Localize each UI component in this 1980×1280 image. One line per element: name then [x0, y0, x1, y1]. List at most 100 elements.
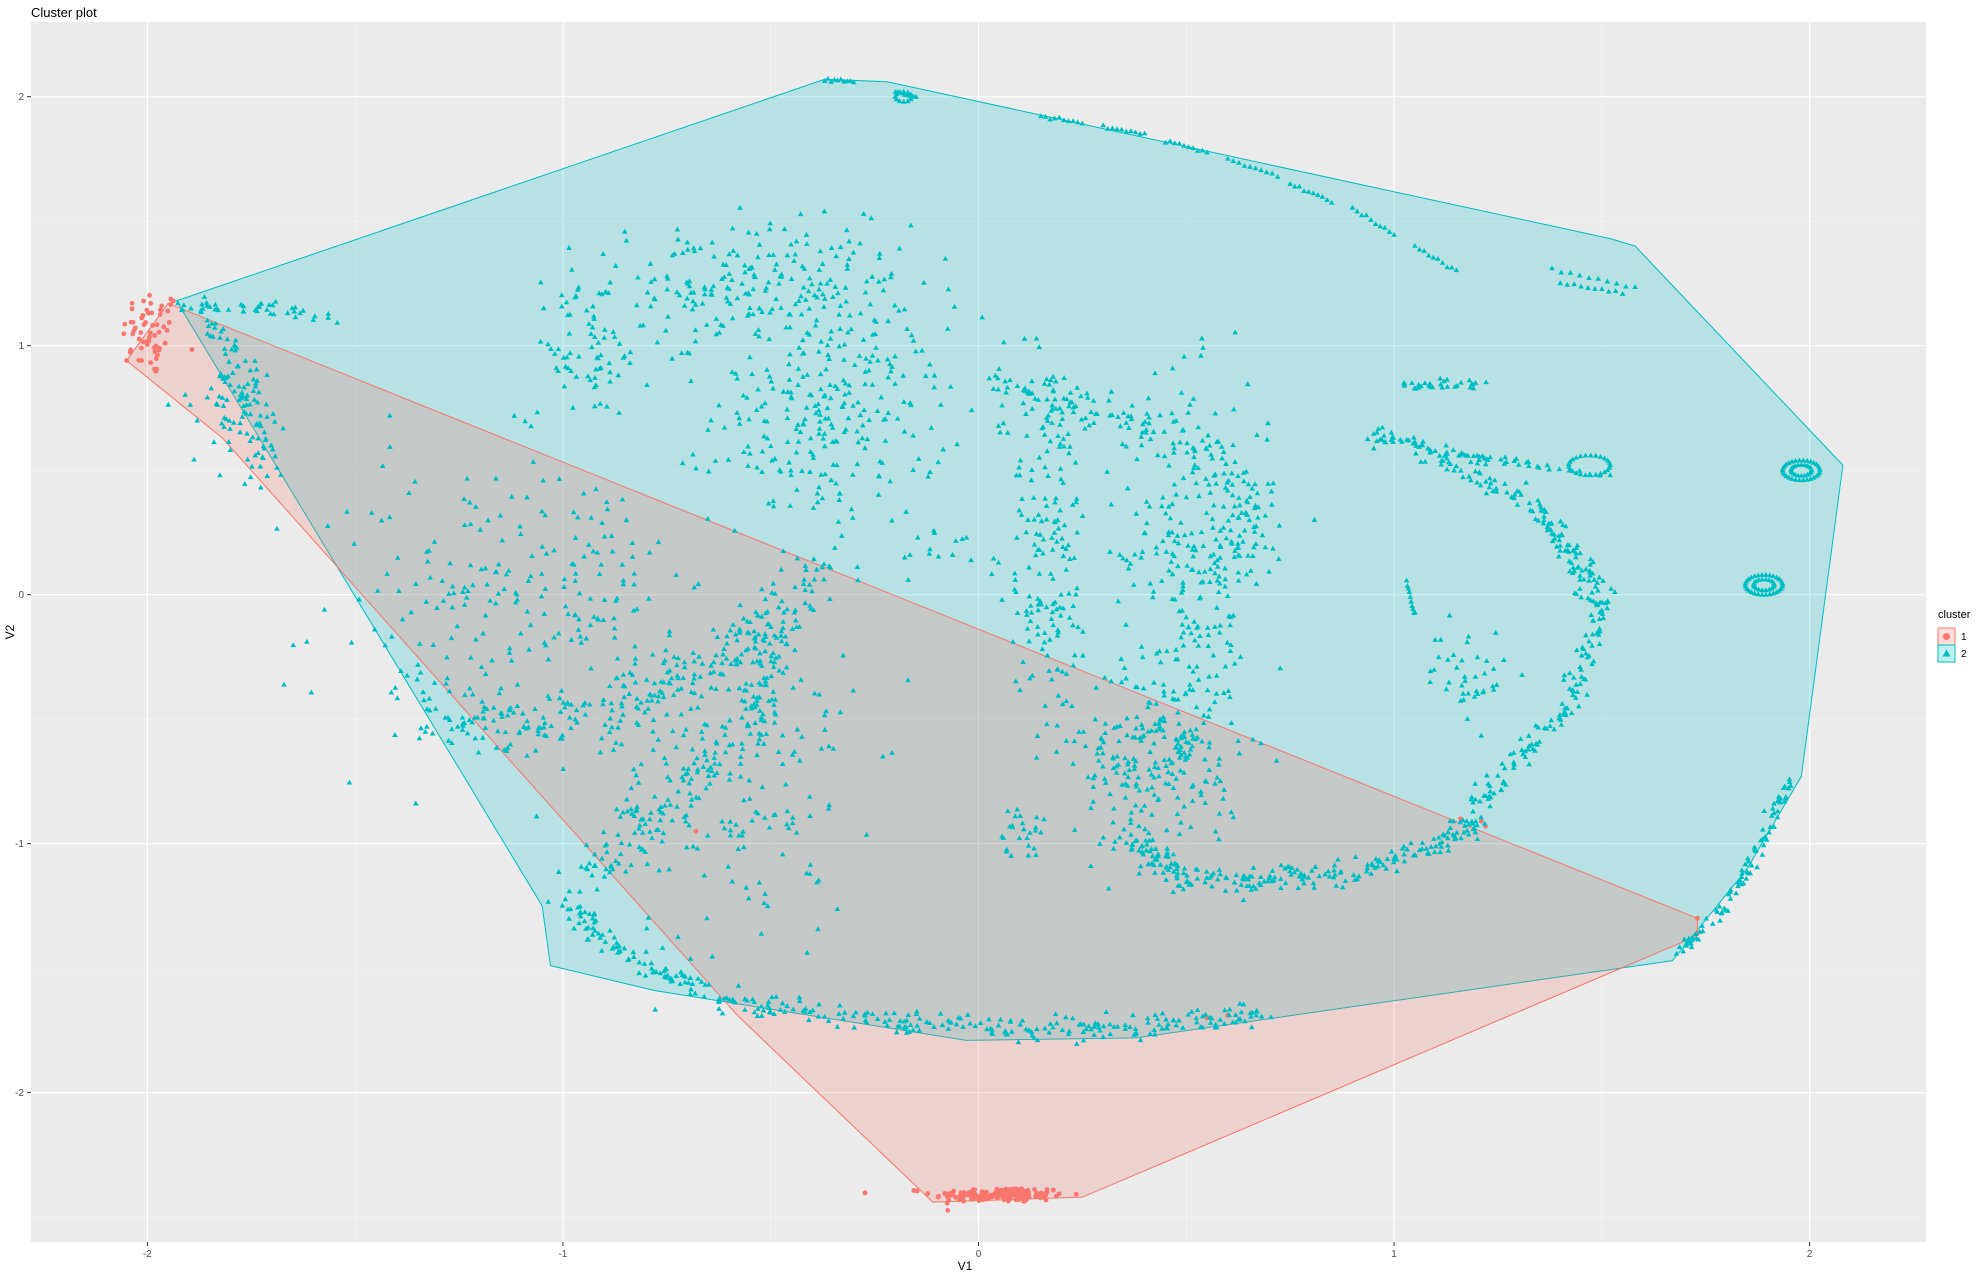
- x-tick-label: -1: [558, 1249, 567, 1260]
- point-cluster-2: [611, 334, 618, 339]
- point-cluster-2: [730, 996, 736, 1002]
- point-cluster-2: [1176, 1017, 1182, 1023]
- point-cluster-2: [1216, 810, 1223, 816]
- point-cluster-2: [1431, 849, 1438, 854]
- point-cluster-2: [643, 925, 650, 931]
- point-cluster-2: [931, 384, 937, 390]
- point-cluster-2: [907, 551, 913, 557]
- point-cluster-2: [1557, 518, 1564, 524]
- point-cluster-2: [561, 576, 568, 582]
- point-cluster-2: [545, 341, 551, 347]
- point-cluster-2: [1577, 585, 1583, 591]
- point-cluster-2: [1016, 507, 1023, 513]
- point-cluster-2: [1023, 529, 1029, 535]
- point-cluster-2: [1431, 666, 1437, 672]
- point-cluster-2: [1070, 603, 1077, 608]
- point-cluster-2: [660, 694, 667, 700]
- point-cluster-2: [1548, 520, 1555, 526]
- point-cluster-2: [1043, 516, 1050, 522]
- point-cluster-2: [222, 351, 229, 356]
- point-cluster-2: [766, 252, 772, 257]
- point-cluster-2: [850, 249, 857, 255]
- point-cluster-2: [1792, 457, 1799, 463]
- point-cluster-2: [732, 631, 739, 637]
- point-cluster-2: [901, 306, 908, 312]
- point-cluster-2: [597, 400, 604, 406]
- point-cluster-2: [1229, 481, 1236, 487]
- point-cluster-2: [1191, 446, 1198, 452]
- point-cluster-2: [1148, 846, 1155, 851]
- point-cluster-2: [1421, 247, 1427, 253]
- point-cluster-2: [516, 728, 523, 734]
- point-cluster-2: [1577, 576, 1583, 582]
- point-cluster-2: [790, 1006, 797, 1012]
- point-cluster-2: [545, 656, 552, 662]
- point-cluster-2: [1751, 590, 1758, 596]
- point-cluster-2: [1426, 382, 1432, 388]
- point-cluster-2: [1768, 812, 1775, 818]
- point-cluster-2: [1495, 772, 1501, 778]
- point-cluster-2: [698, 693, 705, 699]
- point-cluster-2: [449, 726, 455, 732]
- point-cluster-2: [807, 469, 813, 474]
- point-cluster-2: [784, 415, 791, 421]
- point-cluster-2: [1556, 537, 1563, 543]
- point-cluster-2: [861, 407, 867, 413]
- point-cluster-2: [1480, 689, 1486, 695]
- point-cluster-2: [1029, 467, 1035, 473]
- point-cluster-2: [1439, 259, 1446, 265]
- point-cluster-2: [821, 393, 827, 399]
- point-cluster-2: [750, 693, 757, 699]
- point-cluster-2: [1152, 370, 1158, 376]
- point-cluster-2: [825, 805, 832, 811]
- point-cluster-2: [863, 831, 870, 837]
- point-cluster-2: [1458, 835, 1464, 841]
- point-cluster-2: [1305, 874, 1312, 880]
- point-cluster-2: [240, 303, 247, 309]
- point-cluster-2: [1136, 787, 1143, 793]
- point-cluster-2: [1063, 546, 1069, 551]
- point-cluster-2: [1330, 874, 1337, 880]
- point-cluster-2: [238, 301, 244, 307]
- point-cluster-2: [630, 766, 637, 772]
- point-cluster-2: [1169, 550, 1176, 556]
- point-cluster-2: [1760, 842, 1767, 848]
- point-cluster-2: [1263, 169, 1270, 175]
- point-cluster-2: [650, 717, 657, 723]
- point-cluster-2: [854, 564, 861, 570]
- point-cluster-2: [1443, 686, 1450, 692]
- point-cluster-2: [862, 368, 869, 374]
- point-cluster-2: [1222, 565, 1228, 571]
- point-cluster-2: [1465, 831, 1472, 837]
- point-cluster-2: [777, 468, 784, 474]
- point-cluster-2: [406, 490, 412, 495]
- point-cluster-2: [1190, 395, 1197, 401]
- point-cluster-2: [778, 632, 784, 638]
- point-cluster-2: [1444, 376, 1450, 382]
- point-cluster-2: [1487, 803, 1493, 809]
- point-cluster-2: [1016, 472, 1023, 478]
- point-cluster-2: [662, 966, 668, 972]
- point-cluster-2: [560, 699, 567, 705]
- point-cluster-2: [1253, 1012, 1260, 1018]
- point-cluster-2: [679, 250, 686, 255]
- point-cluster-2: [1080, 628, 1086, 634]
- point-cluster-2: [866, 417, 872, 422]
- point-cluster-2: [1804, 457, 1810, 463]
- point-cluster-2: [300, 307, 307, 313]
- point-cluster-2: [1039, 646, 1046, 652]
- point-cluster-2: [999, 402, 1005, 408]
- point-cluster-2: [649, 651, 656, 657]
- point-cluster-2: [765, 698, 772, 704]
- point-cluster-2: [675, 788, 681, 794]
- point-cluster-2: [1117, 723, 1123, 729]
- point-cluster-2: [816, 430, 822, 436]
- point-cluster-2: [739, 697, 745, 703]
- point-cluster-2: [1386, 228, 1393, 234]
- point-cluster-2: [420, 689, 426, 695]
- point-cluster-2: [1282, 865, 1288, 871]
- point-cluster-2: [999, 597, 1005, 602]
- point-cluster-2: [1050, 387, 1057, 393]
- point-cluster-2: [1748, 862, 1755, 868]
- point-cluster-2: [787, 503, 793, 508]
